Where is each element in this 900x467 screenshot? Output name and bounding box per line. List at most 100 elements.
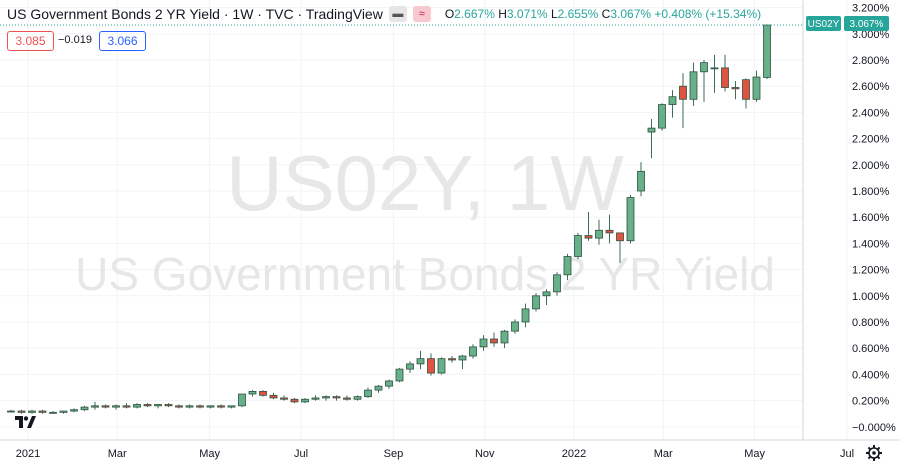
price-axis[interactable]: 3.200% 3.000% 2.800% 2.600% 2.400% 2.200% 2.00… (852, 3, 896, 434)
grid-lines (0, 0, 848, 440)
y-tick-label: 2.200% (852, 134, 890, 146)
y-tick-label: 3.000% (852, 29, 890, 41)
y-tick-label: 2.400% (852, 107, 890, 119)
close-label: C (601, 7, 611, 21)
candle (343, 395, 351, 401)
candle (38, 409, 47, 414)
approx-icon[interactable]: ≈ (412, 6, 431, 22)
candle (112, 404, 120, 410)
x-tick-label: Sep (384, 448, 404, 460)
high-label: H (498, 7, 507, 21)
y-tick-label: 2.600% (852, 81, 890, 93)
candle (479, 335, 488, 351)
price-tag-symbol: US02Y (808, 19, 840, 30)
y-tick-label: 1.600% (852, 212, 890, 224)
candle (70, 408, 78, 413)
candle (91, 401, 99, 410)
gear-icon[interactable] (866, 445, 882, 461)
candle (469, 344, 477, 359)
candle (500, 329, 509, 349)
y-tick-label: 1.200% (852, 265, 890, 277)
candle (563, 253, 572, 281)
low-label: L (550, 7, 558, 21)
candle (154, 404, 162, 409)
candle (458, 354, 467, 370)
candle (7, 409, 15, 413)
candle (700, 60, 708, 102)
candle (353, 395, 362, 401)
candle (28, 409, 36, 414)
x-tick-label: 2021 (16, 448, 40, 460)
candle (248, 390, 257, 397)
candle (122, 403, 131, 409)
candle (385, 379, 393, 389)
candle (721, 54, 729, 92)
candle (437, 357, 446, 375)
candle (406, 361, 414, 374)
candle (532, 293, 540, 312)
sell-button[interactable]: 3.085 (7, 31, 54, 51)
candle (584, 211, 593, 241)
close-value: 3.067% (610, 7, 652, 21)
x-tick-label: Jul (840, 448, 854, 460)
y-tick-label: 0.400% (852, 369, 890, 381)
candle (227, 405, 236, 409)
time-axis[interactable]: 2021 Mar May Jul Sep Nov 2022 Mar May Jul (16, 448, 854, 460)
candle (290, 397, 299, 404)
chart-title[interactable]: US Government Bonds 2 YR Yield · 1W · TV… (7, 6, 383, 22)
candle (175, 404, 183, 409)
candle (416, 350, 425, 370)
y-tick-label: 3.200% (852, 3, 890, 15)
candle (763, 24, 771, 80)
candle (553, 272, 561, 296)
spread-value: −0.019 (58, 34, 92, 46)
buy-button[interactable]: 3.066 (99, 31, 146, 51)
candle (259, 390, 267, 397)
candle (280, 395, 288, 401)
candle (427, 353, 435, 376)
candle (616, 232, 624, 264)
x-tick-label: May (744, 448, 765, 460)
candle (206, 405, 215, 409)
candle (574, 232, 582, 260)
price-tag-value: 3.067% (850, 19, 884, 30)
candle (196, 404, 204, 409)
candle (647, 118, 656, 159)
watermark-name: US Government Bonds 2 YR Yield (75, 248, 775, 300)
y-tick-label: 0.200% (852, 396, 890, 408)
tradingview-logo-icon[interactable] (14, 414, 36, 430)
x-tick-label: Mar (108, 448, 127, 460)
chart-header: US Government Bonds 2 YR Yield · 1W · TV… (7, 6, 761, 22)
y-tick-label: −0.000% (852, 422, 896, 434)
y-tick-label: 2.000% (852, 160, 890, 172)
y-tick-label: 2.800% (852, 55, 890, 67)
candle (185, 404, 194, 409)
candle (332, 395, 341, 401)
candle (322, 395, 330, 401)
y-tick-label: 1.400% (852, 238, 890, 250)
candle (164, 403, 173, 408)
candle (217, 404, 225, 409)
candle (542, 289, 551, 305)
x-tick-label: May (199, 448, 220, 460)
candle (395, 367, 404, 383)
candle (269, 392, 278, 400)
candle (626, 194, 635, 244)
candle (374, 384, 383, 393)
y-tick-label: 0.600% (852, 343, 890, 355)
candle (490, 332, 498, 347)
ohlc-readout: O2.667% H3.071% L2.655% C3.067% +0.408% … (445, 7, 761, 21)
candle (311, 395, 320, 401)
x-tick-label: Jul (294, 448, 308, 460)
low-value: 2.655% (557, 7, 599, 21)
minus-icon[interactable]: ▬ (388, 6, 407, 22)
candle (101, 404, 110, 409)
candles (7, 24, 771, 414)
candle (80, 405, 89, 412)
symbol-price-tag: US02Y 3.067% (806, 16, 889, 31)
candle (448, 356, 456, 363)
watermark-symbol: US02Y, 1W (226, 139, 624, 227)
x-tick-label: Mar (654, 448, 673, 460)
candle (742, 78, 750, 109)
